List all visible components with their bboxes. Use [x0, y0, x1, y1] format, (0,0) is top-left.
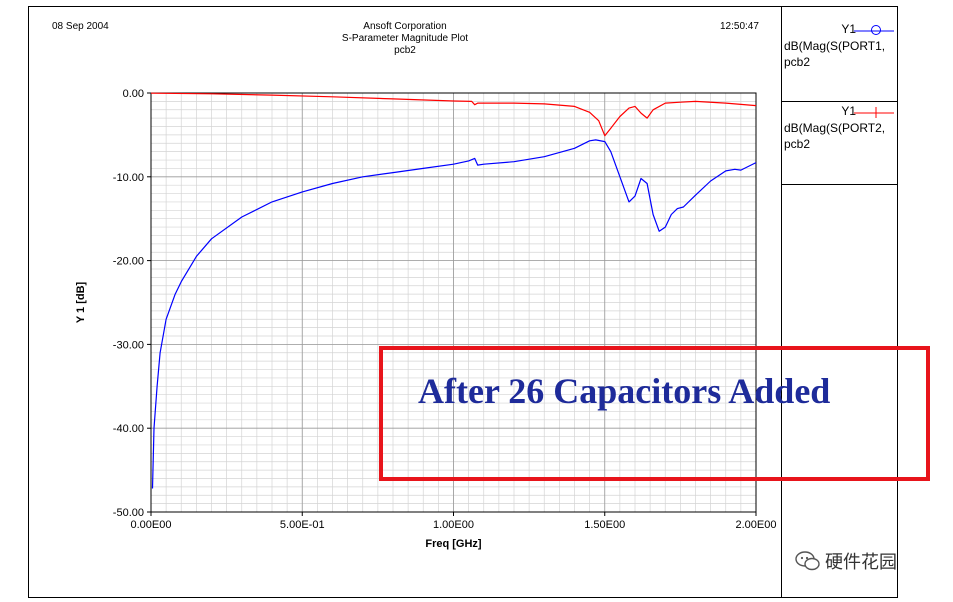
y-tick-label: -40.00 [113, 423, 144, 435]
plot-frame [28, 6, 898, 598]
x-axis-label: Freq [GHz] [425, 538, 482, 550]
y-tick-label: -50.00 [113, 507, 144, 519]
legend-line-circle-icon [854, 25, 894, 35]
x-tick-label: 0.00E00 [131, 519, 172, 531]
x-tick-label: 1.00E00 [433, 519, 474, 531]
plot-title: S-Parameter Magnitude Plot [341, 33, 469, 44]
legend-line-plus-icon [854, 107, 894, 118]
y-tick-label: -10.00 [113, 172, 144, 184]
series-line-port2 [150, 92, 757, 137]
annotation-box [379, 346, 930, 481]
legend-expression: dB(Mag(S(PORT1, pcb2 [784, 39, 886, 69]
legend-divider [782, 184, 898, 185]
x-tick-label: 2.00E00 [736, 519, 777, 531]
legend-expression: dB(Mag(S(PORT2, pcb2 [784, 121, 886, 151]
watermark-text: 硬件花园 [825, 552, 897, 572]
legend-series-name: Y1 [841, 22, 856, 36]
watermark: 硬件花园 [795, 548, 897, 574]
y-axis-label: Y 1 [dB] [75, 281, 87, 323]
wechat-icon [795, 551, 820, 571]
plot-time: 12:50:47 [720, 21, 759, 32]
x-tick-label: 1.50E00 [584, 519, 625, 531]
legend-series-name: Y1 [841, 104, 856, 118]
legend-panel: Y1 dB(Mag(S(PORT1, pcb2 Y1 dB(Mag(S(PORT… [781, 6, 898, 598]
y-tick-label: -20.00 [113, 256, 144, 268]
plot-titles: Ansoft Corporation S-Parameter Magnitude… [300, 21, 510, 57]
y-tick-label: 0.00 [123, 88, 144, 100]
annotation-text: After 26 Capacitors Added [418, 371, 831, 411]
legend-divider [782, 101, 898, 102]
design-name: pcb2 [394, 45, 416, 56]
company-name: Ansoft Corporation [363, 21, 447, 32]
y-tick-label: -30.00 [113, 339, 144, 351]
plot-date: 08 Sep 2004 [52, 21, 109, 32]
series-line-port1 [151, 139, 757, 489]
x-tick-label: 5.00E-01 [280, 519, 325, 531]
